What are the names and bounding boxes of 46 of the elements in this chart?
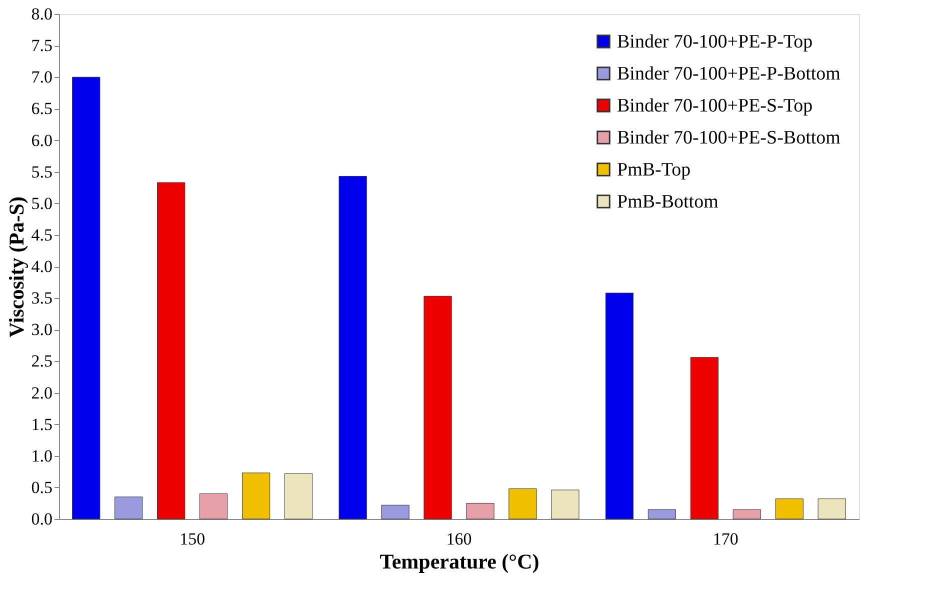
y-tick-label: 6.5 — [31, 99, 52, 118]
bar — [508, 488, 537, 520]
bar — [648, 509, 676, 520]
bar — [466, 502, 494, 520]
bar — [381, 504, 410, 520]
bar — [157, 182, 186, 520]
bar — [732, 509, 761, 520]
x-axis-title: Temperature (°C) — [380, 550, 540, 574]
y-tick-label: 3.0 — [31, 320, 52, 340]
y-tick-label: 1.0 — [31, 446, 52, 466]
x-tick-label: 170 — [712, 530, 738, 548]
legend-label: Binder 70-100+PE-S-Bottom — [617, 128, 841, 148]
bar — [242, 472, 270, 520]
y-tick-label: 4.0 — [31, 257, 52, 276]
x-tick-label: 160 — [446, 530, 472, 548]
legend-label: Binder 70-100+PE-P-Bottom — [617, 64, 841, 84]
y-tick-label: 0.5 — [31, 478, 52, 497]
bar — [690, 357, 718, 520]
x-tick-label: 150 — [180, 530, 206, 548]
y-tick-label: 5.5 — [31, 162, 52, 182]
y-tick-label: 6.0 — [31, 130, 52, 150]
y-tick-label: 1.5 — [31, 414, 52, 434]
legend-label: Binder 70-100+PE-P-Top — [617, 32, 813, 52]
bar — [114, 496, 143, 520]
legend-label: Binder 70-100+PE-S-Top — [617, 96, 813, 116]
bar — [338, 176, 367, 520]
legend-label: PmB-Top — [617, 160, 691, 180]
y-tick-label: 0.0 — [31, 510, 52, 528]
y-tick-label: 3.5 — [31, 288, 52, 308]
bar — [605, 292, 634, 520]
y-axis-title: Viscosity (Pa-S) — [4, 196, 28, 338]
y-tick-label: 2.5 — [31, 352, 52, 371]
bar — [775, 498, 804, 520]
bar — [72, 76, 100, 520]
legend-label: PmB-Bottom — [617, 192, 719, 212]
y-tick-label: 4.5 — [31, 225, 52, 244]
bar — [551, 490, 580, 520]
y-tick-label: 7.5 — [31, 36, 52, 56]
y-tick-label: 2.0 — [31, 383, 52, 402]
bar — [424, 296, 452, 520]
y-tick-label: 7.0 — [31, 68, 52, 87]
bar — [200, 494, 228, 520]
bar — [818, 498, 846, 520]
y-tick-label: 8.0 — [31, 4, 52, 24]
bar — [284, 473, 313, 520]
y-tick-label: 5.0 — [31, 194, 52, 213]
